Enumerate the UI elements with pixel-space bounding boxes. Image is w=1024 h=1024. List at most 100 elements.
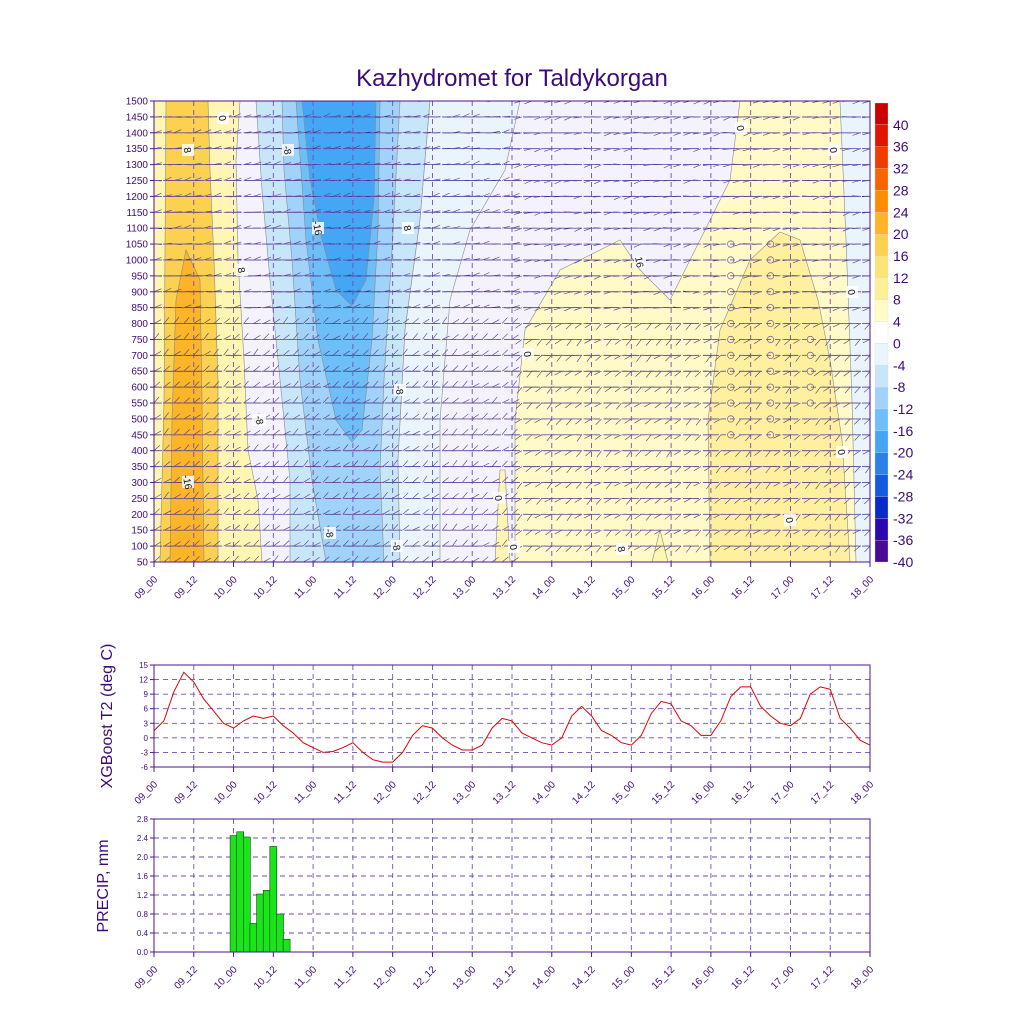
wind-barb xyxy=(322,428,329,436)
wind-barb xyxy=(233,430,241,436)
wind-barb xyxy=(332,415,341,420)
wind-barb xyxy=(223,146,232,149)
wind-barb xyxy=(332,381,339,388)
wind-barb xyxy=(243,557,251,562)
wind-barb xyxy=(183,540,190,547)
wind-barb xyxy=(604,498,612,503)
wind-barb xyxy=(754,450,761,456)
wind-barb xyxy=(595,355,602,361)
wind-barb xyxy=(525,339,533,345)
wind-barb xyxy=(213,334,221,340)
wind-barb xyxy=(735,450,741,457)
level-ytick-label: 450 xyxy=(131,430,148,441)
wind-barb xyxy=(302,396,309,404)
wind-barb xyxy=(491,446,500,451)
wind-barb xyxy=(815,482,821,490)
wind-barb xyxy=(515,402,523,409)
wind-barb xyxy=(312,476,319,483)
wind-barb xyxy=(655,371,662,378)
wind-barb xyxy=(183,224,192,229)
wind-barb xyxy=(703,498,712,503)
contour-label-bg xyxy=(324,527,336,539)
wind-barb xyxy=(844,545,851,553)
wind-barb xyxy=(173,526,182,531)
wind-barb xyxy=(392,192,401,197)
wind-barb xyxy=(843,339,851,345)
wind-barb xyxy=(233,349,240,356)
wind-barb xyxy=(511,399,520,404)
wind-barb xyxy=(792,164,801,168)
wind-barb xyxy=(312,413,320,420)
wind-barb xyxy=(283,540,290,547)
wind-barb xyxy=(615,529,622,536)
wind-barb xyxy=(854,466,861,473)
wind-barb xyxy=(193,319,201,324)
wind-barb xyxy=(183,177,192,181)
contour-label-bg xyxy=(312,222,324,234)
wind-barb xyxy=(683,529,692,535)
wind-barb xyxy=(511,476,519,483)
wind-barb xyxy=(854,402,861,410)
precip-bar xyxy=(262,889,271,953)
wind-barb xyxy=(834,514,841,521)
precip-bar xyxy=(229,835,238,953)
colorbar-box xyxy=(874,168,889,191)
wind-barb xyxy=(665,339,672,346)
wind-barb xyxy=(645,434,652,442)
wind-barb xyxy=(263,225,272,229)
wind-barb xyxy=(511,508,519,515)
wind-barb xyxy=(392,209,401,213)
wind-barb xyxy=(654,323,662,329)
wind-barb xyxy=(422,365,429,372)
wind-barb xyxy=(733,545,741,551)
wind-barb xyxy=(584,339,592,344)
wind-barb xyxy=(332,477,340,483)
wind-barb xyxy=(635,371,642,377)
wind-barb xyxy=(524,482,533,487)
contour-label: 0 xyxy=(827,147,839,155)
wind-barb xyxy=(283,555,289,562)
wind-barb xyxy=(625,339,632,346)
wind-barb xyxy=(283,316,289,324)
wind-barb xyxy=(253,523,259,531)
wind-barb xyxy=(752,164,761,168)
wind-barb xyxy=(392,558,401,562)
wind-barb xyxy=(511,225,520,229)
wind-barb xyxy=(794,545,801,552)
wind-barb xyxy=(645,482,652,489)
wind-barb xyxy=(303,114,311,118)
wind-barb xyxy=(853,323,861,329)
wind-barb xyxy=(804,466,811,473)
t2-time-xtick-label: 16_12 xyxy=(729,779,757,807)
level-ytick-label: 1200 xyxy=(126,192,149,203)
wind-barb xyxy=(774,498,781,504)
wind-barb xyxy=(482,462,490,467)
precip-time-xtick-label: 17_00 xyxy=(769,964,797,992)
time-xtick-label: 10_00 xyxy=(212,574,240,602)
precip-time-xtick-label: 17_12 xyxy=(809,964,837,992)
wind-barb xyxy=(332,510,341,515)
wind-barb xyxy=(693,482,702,487)
wind-barb xyxy=(243,430,251,436)
wind-barb xyxy=(511,257,520,261)
wind-barb xyxy=(372,525,380,531)
wind-barb xyxy=(193,257,202,261)
wind-barb xyxy=(703,101,712,105)
wind-barb xyxy=(312,542,321,547)
wind-barb xyxy=(634,434,642,440)
colorbar-label: 24 xyxy=(893,204,909,220)
wind-barb xyxy=(703,243,712,248)
wind-barb xyxy=(704,402,712,409)
wind-barb xyxy=(462,380,468,388)
wind-barb xyxy=(302,413,310,420)
wind-barb xyxy=(362,494,370,499)
wind-barb xyxy=(422,524,429,531)
wind-barb xyxy=(263,398,271,404)
right-cold-edge xyxy=(839,101,870,562)
wind-barb xyxy=(292,396,299,404)
wind-barb xyxy=(833,482,841,488)
wind-barb xyxy=(784,355,791,362)
wind-barb xyxy=(402,555,409,562)
wind-barb xyxy=(594,370,602,375)
